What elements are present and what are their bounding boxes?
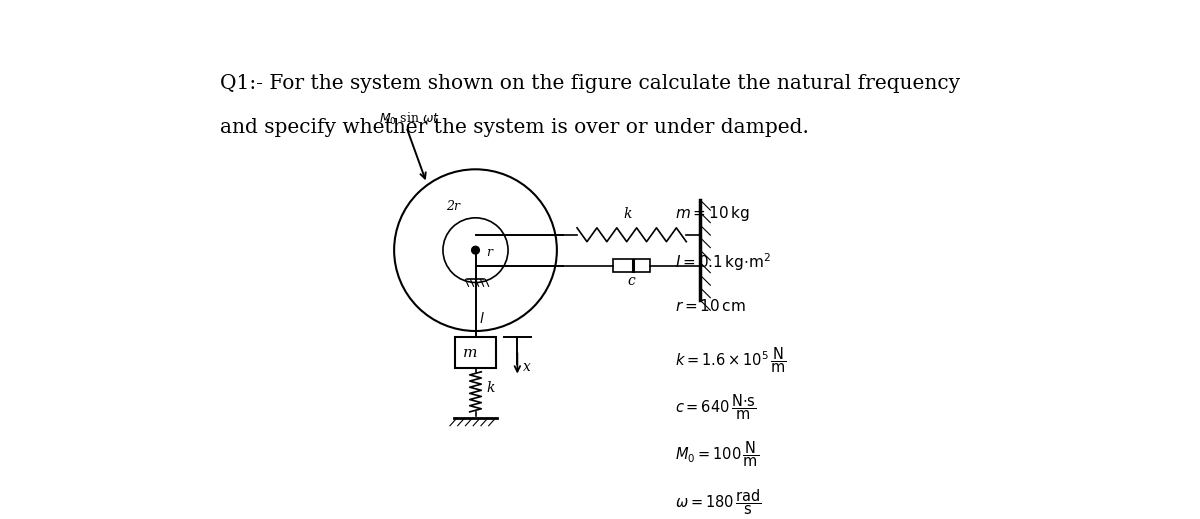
Circle shape — [472, 247, 479, 254]
Bar — [613, 259, 650, 272]
Text: $l$: $l$ — [479, 311, 485, 326]
Text: k: k — [624, 207, 632, 221]
Text: and specify whether the system is over or under damped.: and specify whether the system is over o… — [220, 118, 809, 137]
Text: Q1:- For the system shown on the figure calculate the natural frequency: Q1:- For the system shown on the figure … — [220, 74, 960, 93]
Text: r: r — [486, 247, 492, 260]
Text: $r = 10\,\mathrm{cm}$: $r = 10\,\mathrm{cm}$ — [676, 298, 746, 315]
Text: $c = 640\,\dfrac{\mathrm{N{\cdot}s}}{\mathrm{m}}$: $c = 640\,\dfrac{\mathrm{N{\cdot}s}}{\ma… — [676, 393, 757, 422]
Text: $M_0 = 100\,\dfrac{\mathrm{N}}{\mathrm{m}}$: $M_0 = 100\,\dfrac{\mathrm{N}}{\mathrm{m… — [676, 440, 760, 470]
Bar — [455, 337, 496, 368]
Text: $m = 10\,\mathrm{kg}$: $m = 10\,\mathrm{kg}$ — [676, 204, 750, 223]
Text: k: k — [486, 381, 494, 395]
Text: 2r: 2r — [446, 200, 460, 213]
Text: x: x — [523, 360, 530, 374]
Text: c: c — [628, 274, 636, 288]
Text: $\omega = 180\,\dfrac{\mathrm{rad}}{\mathrm{s}}$: $\omega = 180\,\dfrac{\mathrm{rad}}{\mat… — [676, 487, 762, 516]
Text: m: m — [463, 346, 478, 360]
Text: $I = 0.1\,\mathrm{kg{\cdot}m^2}$: $I = 0.1\,\mathrm{kg{\cdot}m^2}$ — [676, 251, 772, 273]
Text: $k = 1.6\times10^5\,\dfrac{\mathrm{N}}{\mathrm{m}}$: $k = 1.6\times10^5\,\dfrac{\mathrm{N}}{\… — [676, 346, 787, 375]
Text: $M_0$ sin $\omega t$: $M_0$ sin $\omega t$ — [379, 111, 440, 127]
